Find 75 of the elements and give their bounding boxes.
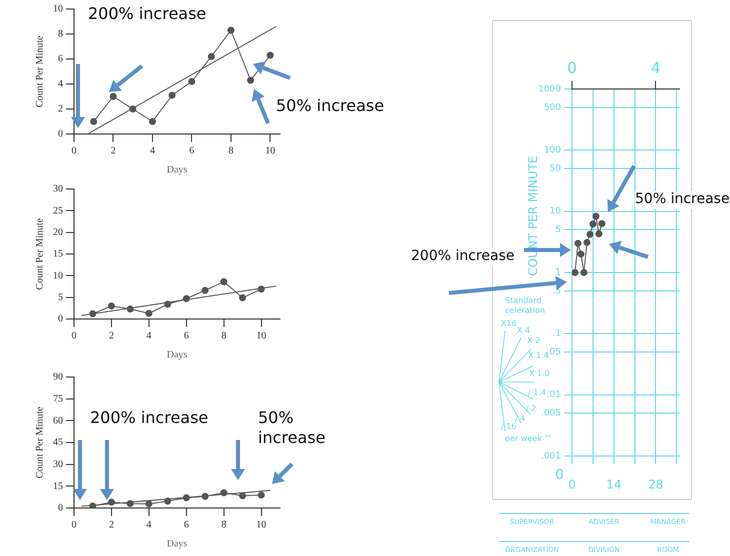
y-tick-label: 50 — [550, 164, 562, 174]
text: X16 — [501, 319, 517, 329]
y-tick-label: 0 — [58, 314, 63, 325]
y-tick-label: 45 — [53, 437, 63, 448]
annotation: 200% increase — [90, 408, 208, 428]
x-tick-label: 14 — [606, 477, 622, 492]
y-tick-label: 2 — [58, 104, 63, 115]
x-tick-label: 8 — [221, 520, 226, 531]
annotation: 50% increase — [276, 96, 384, 116]
x-tick-label: 2 — [108, 330, 114, 342]
text: Standard celeration — [505, 296, 546, 316]
annotation: 50% increase — [258, 408, 326, 448]
y-tick-label: 10 — [550, 206, 562, 217]
x-tick-label: 0 — [72, 330, 76, 342]
text: X 1.0 — [529, 369, 550, 379]
y-axis-title: Count Per Minute — [34, 406, 46, 478]
text: X 2 — [527, 336, 540, 346]
y-tick-label: 20 — [53, 226, 63, 238]
x-tick-label: 6 — [184, 330, 189, 342]
y-tick-label: .01 — [546, 390, 561, 400]
x-tick-label: 10 — [265, 146, 276, 157]
y-tick-label: 90 — [53, 372, 63, 383]
x-tick-label: 6 — [189, 146, 194, 157]
y-axis-title: Count Per Minute — [34, 218, 46, 290]
y-tick-label: 0 — [58, 128, 63, 140]
x-tick-label: 0 — [72, 146, 76, 157]
text: / 16 — [501, 422, 516, 432]
y-tick-label: 1000 — [538, 84, 562, 94]
y-tick-label: 8 — [58, 28, 63, 40]
x-tick-label: 6 — [184, 520, 189, 531]
y-tick-label: 30 — [53, 184, 63, 195]
x-tick-label: 4 — [150, 146, 155, 157]
y-tick-label: 100 — [544, 146, 562, 156]
text: 200% increase — [411, 248, 514, 266]
y-tick-label: 15 — [53, 480, 63, 492]
x-axis-title: Days — [166, 538, 188, 550]
x-tick-label: 28 — [648, 477, 664, 492]
text: per week ™ — [505, 434, 552, 444]
y-tick-label: 1 — [555, 268, 561, 278]
annotation: 200% increase — [88, 4, 206, 24]
y-tick-label: 25 — [53, 205, 63, 216]
x-tick-label: 8 — [221, 330, 226, 342]
y-tick-label: 10 — [53, 270, 63, 282]
y-tick-label: 30 — [53, 458, 63, 470]
y-axis-title: Count Per Minute — [34, 35, 46, 108]
y-tick-label: .001 — [540, 451, 561, 462]
x-axis-title: Days — [166, 164, 188, 176]
y-tick-label: .1 — [552, 329, 561, 340]
y-tick-label: 75 — [53, 393, 63, 404]
text: / 1.4 — [528, 388, 546, 398]
x-tick-label: 8 — [228, 146, 234, 157]
x-tick-label: 10 — [256, 330, 266, 342]
y-tick-label: 500 — [544, 102, 562, 113]
x-tick-label: 10 — [256, 520, 266, 531]
y-tick-label: 5 — [555, 225, 561, 236]
text: X 4 — [517, 326, 530, 336]
text: X 1.4 — [528, 351, 549, 361]
x-tick-label: 2 — [110, 146, 116, 157]
y-tick-label: 15 — [53, 248, 63, 260]
y-tick-label: 10 — [53, 4, 63, 15]
x-tick-label: 4 — [146, 520, 152, 531]
y-tick-label: .005 — [540, 408, 561, 419]
y-tick-label: 6 — [58, 54, 63, 65]
y-tick-label: 5 — [58, 292, 63, 303]
x-tick-label: 0 — [568, 477, 576, 492]
y-tick-label: 0 — [58, 502, 63, 514]
x2-tick-label: 4 — [650, 58, 661, 77]
y-tick-label: 60 — [53, 415, 63, 426]
x-tick-label: 4 — [146, 330, 152, 342]
y-tick-label: 4 — [58, 78, 63, 90]
x2-tick-label: 0 — [567, 58, 577, 77]
x-tick-label: 2 — [108, 520, 114, 531]
annotation: 50% increase — [635, 191, 730, 208]
x-axis-title: Days — [166, 350, 188, 361]
x-tick-label: 0 — [72, 520, 76, 531]
